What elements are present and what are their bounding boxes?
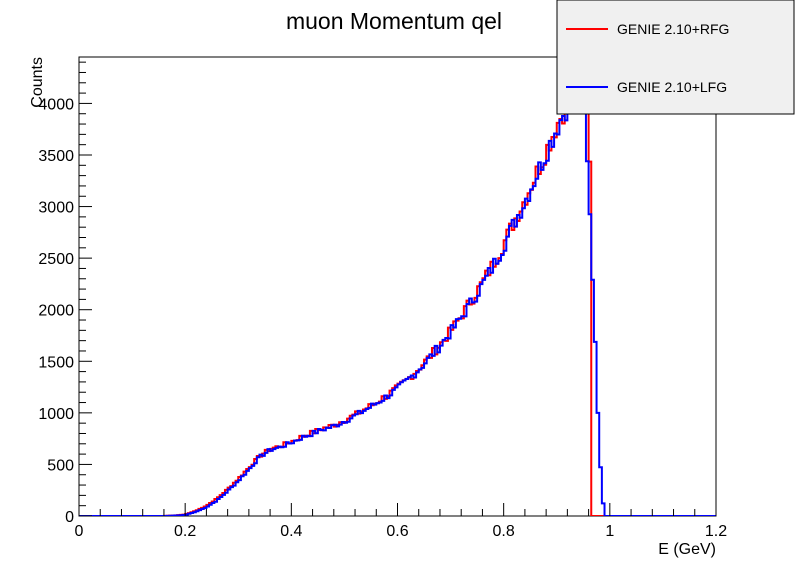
legend: GENIE 2.10+RFG GENIE 2.10+LFG — [556, 0, 795, 115]
x-tick-label: 0.4 — [280, 523, 302, 540]
legend-label-lfg: GENIE 2.10+LFG — [617, 79, 727, 95]
y-tick-label: 2500 — [38, 251, 74, 268]
y-tick-label: 1000 — [38, 406, 74, 423]
y-tick-label: 0 — [65, 509, 74, 526]
y-tick-label: 1500 — [38, 354, 74, 371]
y-tick-label: 4000 — [38, 96, 74, 113]
x-axis: 0 0.2 0.4 0.6 0.8 1 1.2 — [75, 503, 727, 540]
y-tick-label: 500 — [47, 457, 74, 474]
x-tick-label: 0.8 — [493, 523, 515, 540]
series-line-lfg — [79, 65, 716, 516]
legend-label-rfg: GENIE 2.10+RFG — [617, 21, 729, 37]
y-tick-label: 3500 — [38, 148, 74, 165]
x-axis-label: E (GeV) — [658, 541, 716, 558]
y-axis-label: Counts — [29, 57, 46, 108]
series-line-rfg — [79, 67, 716, 516]
x-tick-label: 1.2 — [705, 523, 727, 540]
x-tick-label: 0.6 — [386, 523, 408, 540]
legend-box — [556, 0, 795, 115]
y-tick-label: 3000 — [38, 200, 74, 217]
y-tick-label: 2000 — [38, 303, 74, 320]
x-tick-label: 1 — [605, 523, 614, 540]
chart-title: muon Momentum qel — [286, 8, 502, 34]
x-tick-label: 0.2 — [174, 523, 196, 540]
series-layer — [79, 65, 716, 516]
x-tick-label: 0 — [75, 523, 84, 540]
y-axis: 0 500 1000 1500 2000 2500 3000 3500 4000 — [38, 61, 92, 526]
plot-frame — [78, 56, 717, 517]
